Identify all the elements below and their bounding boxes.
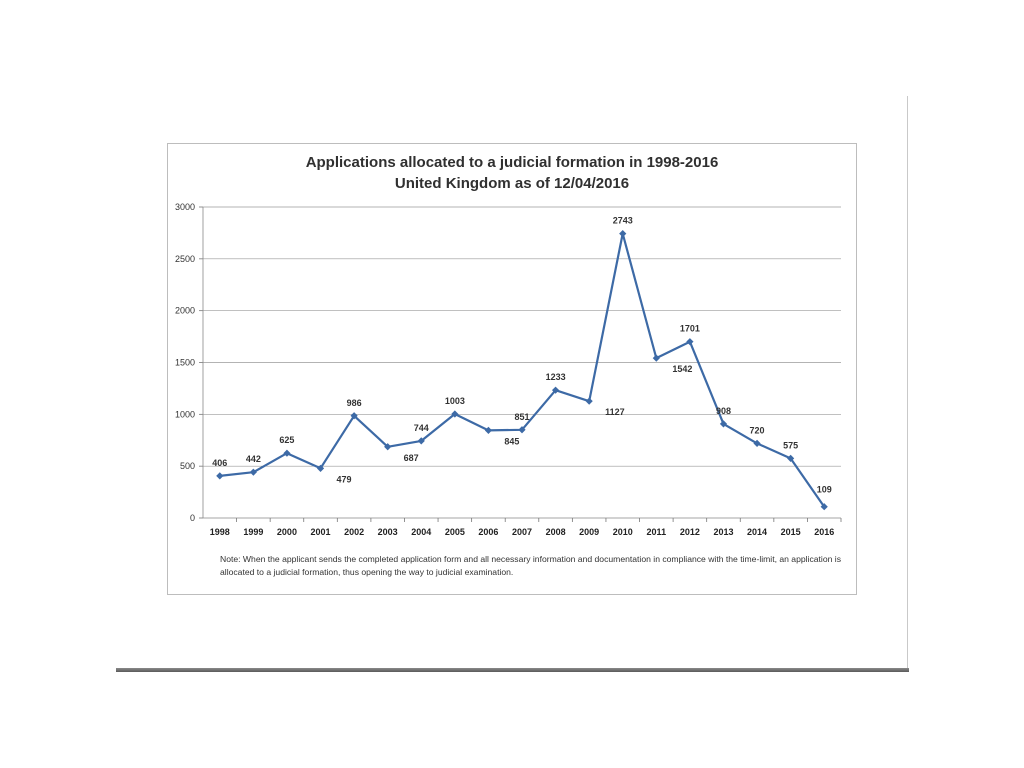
x-tick-label: 2003	[378, 527, 398, 537]
data-point	[451, 410, 459, 418]
data-label: 851	[514, 412, 529, 422]
x-tick-label: 2011	[647, 527, 667, 537]
data-label: 744	[414, 423, 429, 433]
x-tick-label: 2012	[680, 527, 700, 537]
data-point	[384, 443, 392, 451]
data-label: 1003	[445, 396, 465, 406]
data-point	[316, 464, 325, 472]
chart-title: Applications allocated to a judicial for…	[305, 154, 719, 171]
chart-frame: Applications allocated to a judicial for…	[167, 143, 857, 595]
data-label: 1701	[680, 324, 700, 334]
y-tick-label: 3000	[175, 202, 195, 212]
data-label: 687	[404, 453, 419, 463]
x-tick-label: 2004	[411, 527, 431, 537]
x-tick-label: 2005	[445, 527, 465, 537]
x-tick-label: 2000	[277, 527, 297, 537]
scan-edge-right	[907, 96, 908, 670]
series-line	[219, 232, 826, 508]
x-tick-label: 2016	[814, 527, 834, 537]
data-point	[518, 426, 526, 434]
y-tick-label: 1500	[175, 358, 195, 368]
data-point	[484, 426, 493, 435]
x-tick-label: 2009	[579, 527, 599, 537]
chart-note: Note: When the applicant sends the compl…	[220, 554, 841, 577]
x-tick-label: 2007	[512, 527, 532, 537]
data-point	[787, 454, 795, 462]
data-label: 986	[347, 398, 362, 408]
data-point	[719, 420, 728, 428]
chart-subtitle: United Kingdom as of 12/04/2016	[394, 175, 630, 192]
data-point	[249, 468, 257, 476]
x-tick-label: 2006	[478, 527, 498, 537]
x-tick-label: 2013	[713, 527, 733, 537]
data-label: 2743	[613, 216, 633, 226]
data-label: 1127	[605, 407, 625, 417]
data-label: 908	[716, 406, 731, 416]
data-point	[585, 397, 593, 405]
x-tick-label: 2015	[781, 527, 801, 537]
data-label: 625	[279, 435, 294, 445]
data-label: 1542	[672, 364, 692, 374]
y-tick-label: 1000	[175, 409, 195, 419]
line-chart: 0 500 1000 1500 2000 2500 3000 1998 1999 2000 2001…	[175, 202, 842, 537]
x-tick-label: 1999	[243, 527, 263, 537]
x-tick-label: 2014	[747, 527, 767, 537]
y-tick-label: 500	[180, 461, 195, 471]
data-label: 845	[504, 436, 519, 446]
data-point	[753, 439, 761, 447]
scan-edge-bottom	[116, 668, 909, 672]
data-label: 109	[817, 485, 832, 495]
y-tick-label: 0	[190, 513, 195, 523]
x-tick-label: 2008	[546, 527, 566, 537]
data-point	[216, 472, 224, 480]
y-tick-label: 2500	[175, 254, 195, 264]
data-label: 479	[337, 474, 352, 484]
data-point	[652, 354, 660, 362]
data-label: 575	[783, 440, 798, 450]
x-tick-label: 1998	[210, 527, 230, 537]
data-point	[619, 230, 627, 238]
y-tick-label: 2000	[175, 306, 195, 316]
x-tick-label: 2001	[311, 527, 331, 537]
data-label: 406	[212, 458, 227, 468]
data-point	[686, 338, 694, 346]
data-label: 720	[750, 425, 765, 435]
data-label: 442	[246, 454, 261, 464]
x-tick-label: 2002	[344, 527, 364, 537]
x-tick-label: 2010	[613, 527, 633, 537]
data-label: 1233	[546, 372, 566, 382]
data-point	[820, 503, 828, 511]
